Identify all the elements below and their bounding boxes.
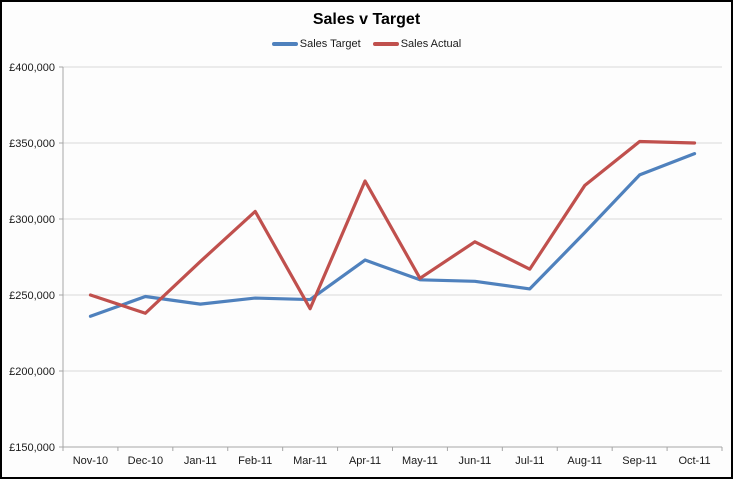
legend-line-swatch <box>372 42 399 46</box>
legend-item-actual: Sales Actual <box>372 38 462 50</box>
chart-legend: Sales Target Sales Actual <box>2 38 731 50</box>
x-axis-label: Mar-11 <box>293 455 327 467</box>
legend-item-target: Sales Target <box>271 38 361 50</box>
y-axis-label: £150,000 <box>9 442 55 454</box>
y-axis-label: £350,000 <box>9 138 55 150</box>
x-axis-label: Aug-11 <box>567 455 602 467</box>
chart-title: Sales v Target <box>312 11 421 28</box>
y-axis-label: £250,000 <box>9 290 55 302</box>
x-axis-label: Jul-11 <box>515 455 544 467</box>
sales-target-line <box>88 152 697 318</box>
x-axis-label: Sep-11 <box>622 455 657 467</box>
legend-line-swatch <box>271 42 298 46</box>
legend-label: Sales Actual <box>400 38 462 50</box>
y-axis-label: £200,000 <box>9 366 55 378</box>
x-axis-label: Jan-11 <box>184 455 217 467</box>
y-axis-label: £300,000 <box>9 214 55 226</box>
x-axis-label: Dec-10 <box>128 455 163 467</box>
sales-actual-line <box>88 139 697 315</box>
x-axis-label: Nov-10 <box>73 455 108 467</box>
x-axis-label: May-11 <box>402 455 438 467</box>
x-axis-label: Apr-11 <box>349 455 381 467</box>
y-axis-label: £400,000 <box>9 62 55 74</box>
x-axis-label: Feb-11 <box>238 455 272 467</box>
legend-label: Sales Target <box>299 38 361 50</box>
x-axis-label: Oct-11 <box>678 455 710 467</box>
x-axis-label: Jun-11 <box>458 455 491 467</box>
